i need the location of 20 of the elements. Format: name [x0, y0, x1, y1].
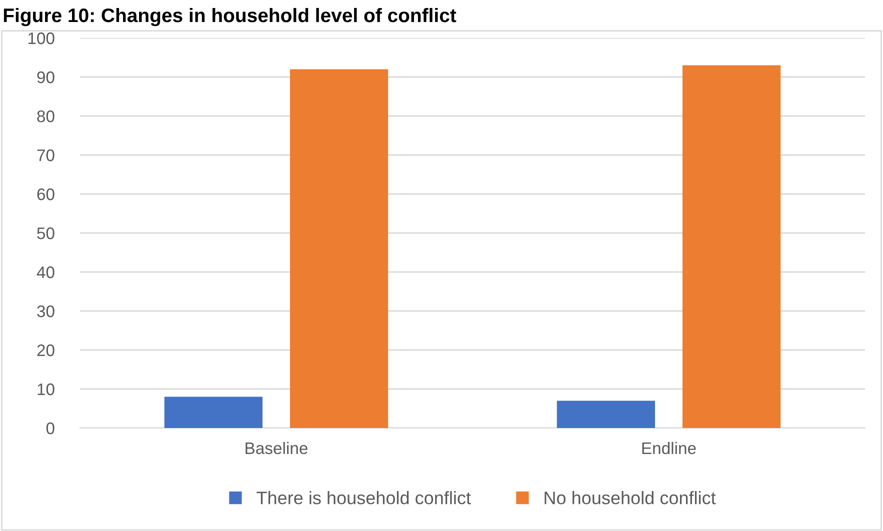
y-tick-label: 40 — [36, 266, 54, 278]
x-tick-label: Endline — [642, 442, 696, 454]
y-tick-label: 70 — [37, 149, 54, 162]
y-tick-label: 0 — [46, 422, 54, 434]
y-tick-label: 10 — [38, 383, 54, 396]
y-tick-label: 90 — [37, 71, 54, 84]
bar — [556, 400, 656, 428]
bar — [164, 396, 263, 428]
y-tick-label: 80 — [37, 110, 54, 122]
y-tick-label: 100 — [28, 32, 54, 44]
y-tick-label: 60 — [37, 188, 54, 200]
y-tick-label: 30 — [37, 305, 54, 318]
chart-title: Figure 10: Changes in household level of conflict — [4, 8, 456, 26]
y-tick-label: 20 — [37, 344, 54, 356]
y-tick-label: 50 — [37, 227, 54, 240]
x-tick-label: Baseline — [246, 442, 308, 454]
legend-label: There is household conflict — [256, 491, 471, 504]
bar — [682, 65, 781, 428]
legend-label: No household conflict — [544, 491, 716, 504]
bar — [290, 69, 388, 428]
